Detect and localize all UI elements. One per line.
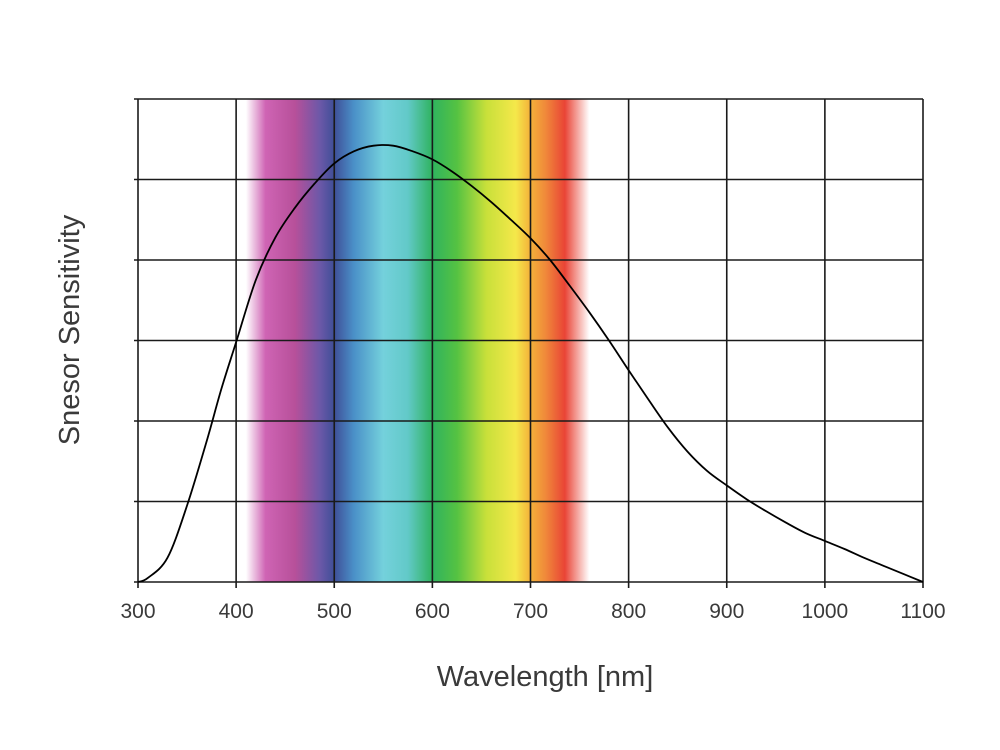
x-tick-label-400: 400 [219, 600, 254, 623]
sensitivity-curve-0 [137, 144, 924, 583]
x-tick-label-1100: 1100 [900, 600, 945, 623]
x-tick-label-1000: 1000 [802, 600, 849, 623]
series-layer [137, 144, 924, 583]
x-tick-label-300: 300 [120, 600, 155, 623]
x-tick-label-900: 900 [709, 600, 744, 623]
grid [134, 98, 924, 588]
x-tick-label-700: 700 [513, 600, 548, 623]
x-tick-label-500: 500 [317, 600, 352, 623]
x-axis-ticks: 300 400 500 600 700 800 900 1000 1100 [120, 600, 945, 623]
x-axis-title: Wavelength [nm] [437, 661, 654, 693]
x-tick-label-800: 800 [611, 600, 646, 623]
y-axis-title: Snesor Sensitivity [54, 214, 86, 445]
x-tick-label-600: 600 [415, 600, 450, 623]
